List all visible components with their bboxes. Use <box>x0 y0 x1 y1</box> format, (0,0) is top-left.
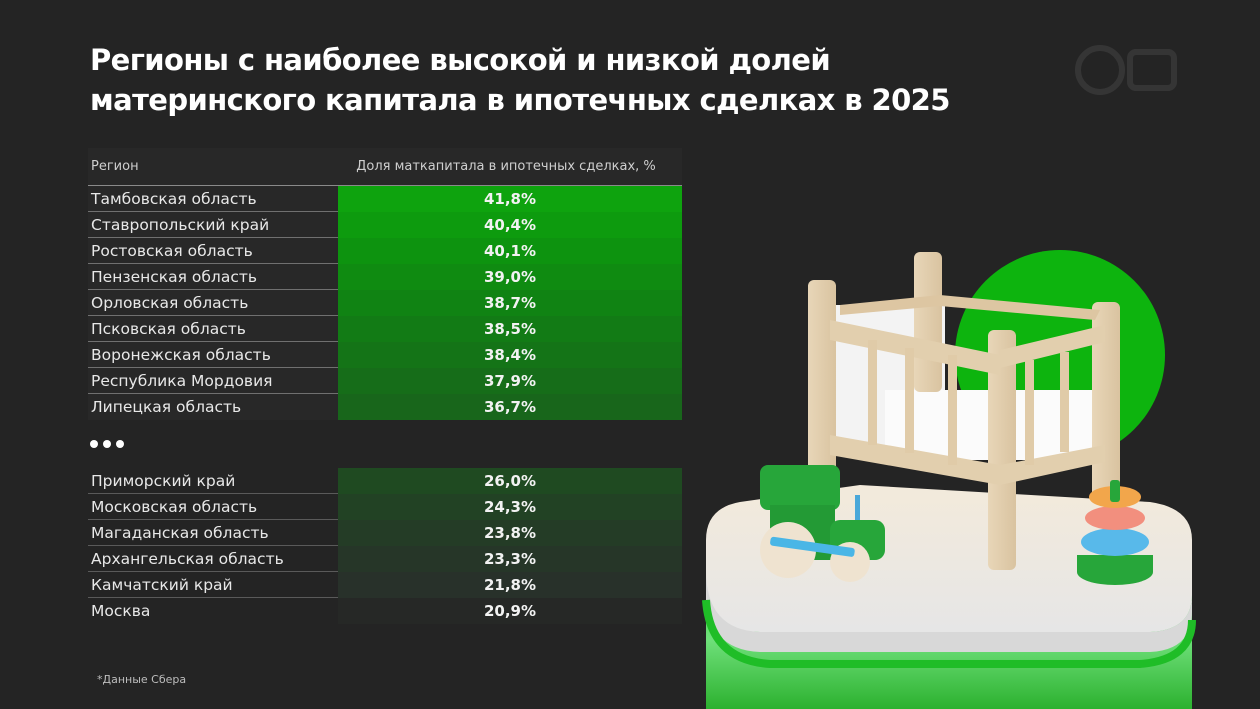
source-footnote: *Данные Сбера <box>97 673 187 686</box>
table-row: Москва 20,9% <box>88 598 682 624</box>
title-line-2: материнского капитала в ипотечных сделка… <box>90 83 950 117</box>
table-row: Орловская область 38,7% <box>88 289 682 316</box>
table-row: Псковская область 38,5% <box>88 315 682 342</box>
table-row: Пензенская область 39,0% <box>88 263 682 290</box>
top-regions-group: Тамбовская область 41,8% Ставропольский … <box>88 185 682 420</box>
share-value: 20,9% <box>338 598 682 624</box>
ellipsis-separator <box>90 440 124 448</box>
table-row: Камчатский край 21,8% <box>88 571 682 598</box>
table-row: Московская область 24,3% <box>88 493 682 520</box>
share-value: 26,0% <box>338 467 682 494</box>
region-name: Москва <box>91 602 151 620</box>
region-name: Ставропольский край <box>91 215 270 234</box>
share-value: 23,3% <box>338 545 682 572</box>
share-value: 41,8% <box>338 185 682 212</box>
share-value: 39,0% <box>338 263 682 290</box>
table-row: Ставропольский край 40,4% <box>88 211 682 238</box>
regions-table: Регион Доля маткапитала в ипотечных сдел… <box>88 148 682 624</box>
table-row: Приморский край 26,0% <box>88 467 682 494</box>
share-value: 37,9% <box>338 367 682 394</box>
logo-watermark-icon <box>1075 45 1177 95</box>
share-value: 21,8% <box>338 571 682 598</box>
region-name: Орловская область <box>91 293 249 312</box>
share-value: 24,3% <box>338 493 682 520</box>
region-name: Архангельская область <box>91 549 284 568</box>
region-name: Липецкая область <box>91 398 242 416</box>
header-region: Регион <box>91 159 139 174</box>
share-value: 38,7% <box>338 289 682 316</box>
dot-icon <box>103 440 111 448</box>
share-value: 38,5% <box>338 315 682 342</box>
table-header: Регион Доля маткапитала в ипотечных сдел… <box>88 148 682 186</box>
header-share: Доля маткапитала в ипотечных сделках, % <box>356 159 656 174</box>
share-value: 23,8% <box>338 519 682 546</box>
table-row: Тамбовская область 41,8% <box>88 185 682 212</box>
share-value: 36,7% <box>338 394 682 420</box>
region-name: Пензенская область <box>91 267 258 286</box>
region-name: Магаданская область <box>91 523 269 542</box>
share-value: 38,4% <box>338 341 682 368</box>
dot-icon <box>90 440 98 448</box>
region-name: Республика Мордовия <box>91 371 273 390</box>
table-row: Магаданская область 23,8% <box>88 519 682 546</box>
bottom-regions-group: Приморский край 26,0% Московская область… <box>88 467 682 624</box>
region-name: Камчатский край <box>91 575 233 594</box>
region-name: Приморский край <box>91 471 236 490</box>
title-line-1: Регионы с наиболее высокой и низкой доле… <box>90 43 831 77</box>
table-row: Архангельская область 23,3% <box>88 545 682 572</box>
table-row: Республика Мордовия 37,9% <box>88 367 682 394</box>
region-name: Московская область <box>91 497 258 516</box>
page-title: Регионы с наиболее высокой и низкой доле… <box>90 40 1050 120</box>
share-value: 40,4% <box>338 211 682 238</box>
region-name: Ростовская область <box>91 241 253 260</box>
region-name: Псковская область <box>91 319 246 338</box>
dot-icon <box>116 440 124 448</box>
crib-icon <box>808 252 1120 570</box>
table-row: Воронежская область 38,4% <box>88 341 682 368</box>
region-name: Тамбовская область <box>91 189 257 208</box>
stacking-rings-icon <box>1077 480 1153 585</box>
crib-toys-illustration <box>702 250 1196 709</box>
share-value: 40,1% <box>338 237 682 264</box>
toy-train-icon <box>760 465 885 582</box>
region-name: Воронежская область <box>91 345 271 364</box>
table-row: Липецкая область 36,7% <box>88 394 682 420</box>
table-row: Ростовская область 40,1% <box>88 237 682 264</box>
